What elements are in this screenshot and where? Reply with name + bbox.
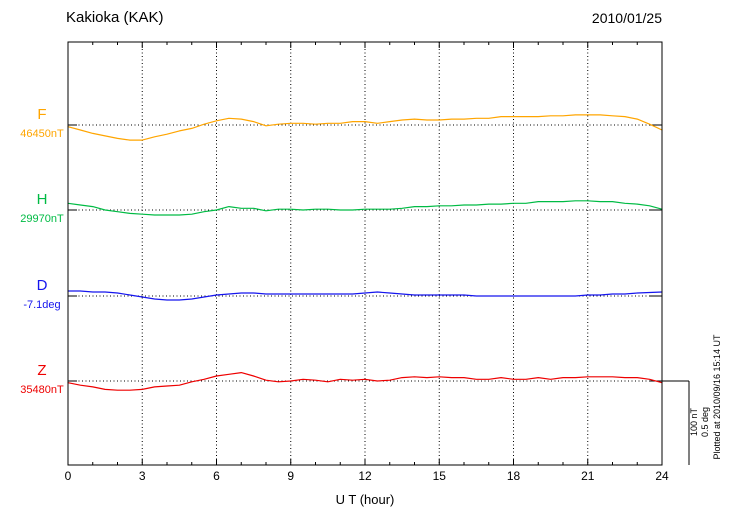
plot-date: 2010/01/25 [591, 10, 662, 26]
plotted-at-note: Plotted at 2010/09/16 15:14 UT [712, 334, 722, 460]
x-tick-label: 12 [358, 469, 372, 483]
x-tick-label: 18 [506, 469, 521, 483]
trace-F [67, 114, 663, 141]
x-tick-label: 21 [581, 469, 595, 483]
x-tick-label: 6 [213, 469, 220, 483]
x-tick-label: 0 [64, 469, 72, 483]
series-baseline-value-H: 29970nT [20, 213, 64, 225]
trace-Z [67, 372, 663, 391]
scale-bar-labels: 100 nT 0.5 deg [689, 400, 711, 444]
series-letter-Z: Z [37, 362, 47, 379]
trace-H [67, 200, 663, 216]
series-baseline-value-D: -7.1deg [23, 299, 61, 311]
series-letter-H: H [36, 191, 48, 208]
x-tick-label: 15 [432, 469, 446, 483]
series-letter-F: F [37, 106, 47, 123]
series-baseline-value-Z: 35480nT [20, 384, 64, 396]
scale-nt-label: 100 nT [689, 407, 699, 437]
series-baseline-value-F: 46450nT [20, 128, 64, 140]
series-letter-D: D [36, 277, 48, 294]
scale-deg-label: 0.5 deg [700, 406, 710, 438]
x-tick-label: 24 [655, 469, 669, 483]
x-axis-label: U T (hour) [335, 492, 395, 507]
x-tick-label: 9 [287, 469, 295, 483]
plot-border [67, 41, 663, 466]
trace-D [67, 290, 663, 301]
x-tick-label: 3 [138, 469, 146, 483]
observatory-title: Kakioka (KAK) [66, 9, 164, 26]
